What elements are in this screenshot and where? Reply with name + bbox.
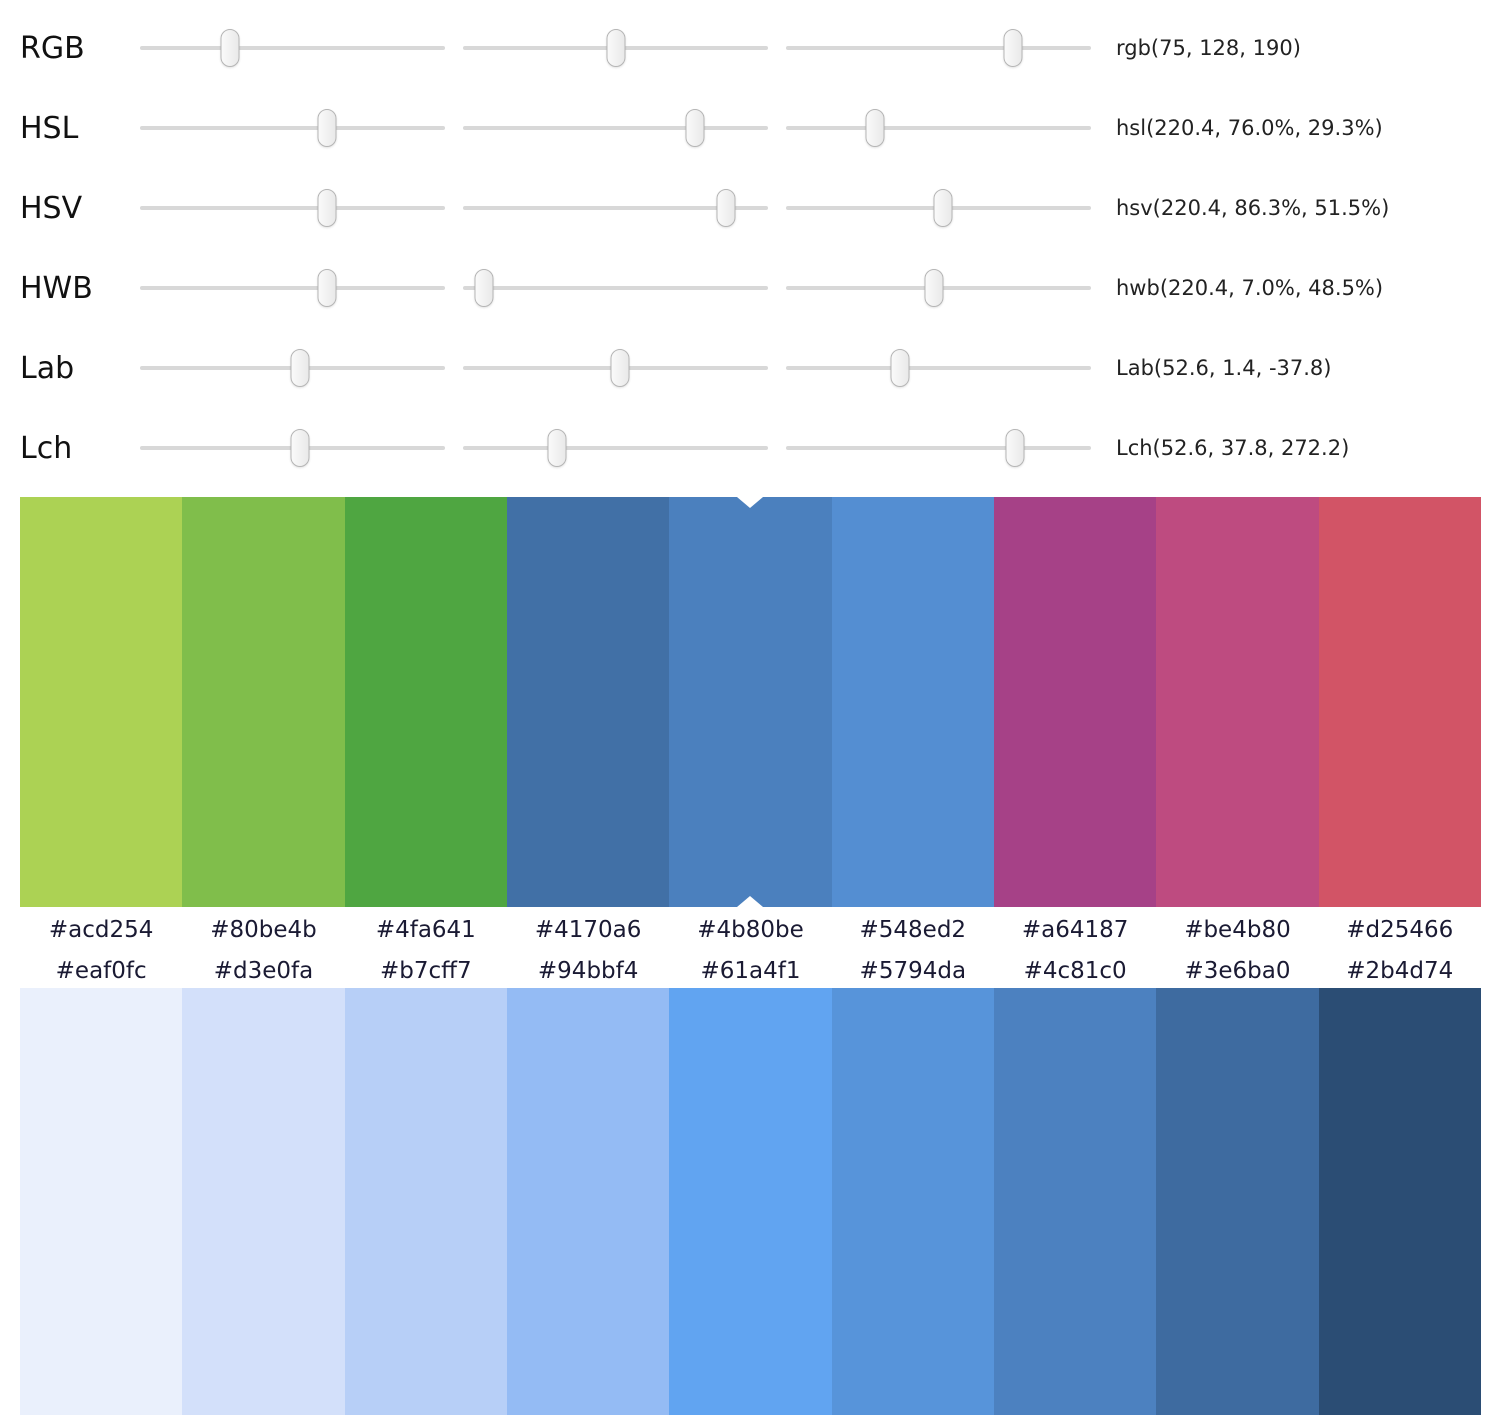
lab-handle-1[interactable] — [290, 349, 310, 387]
hex-label: #4c81c0 — [1023, 957, 1127, 984]
hsv-handle-1[interactable] — [317, 189, 337, 227]
rgb-track-3[interactable] — [786, 29, 1091, 67]
hex-label: #be4b80 — [1184, 917, 1291, 943]
colorspace-label-hsv: HSV — [20, 190, 83, 226]
palette-swatch[interactable] — [1156, 497, 1319, 907]
shade-swatch[interactable] — [993, 988, 1157, 1415]
lab-value-text: Lab(52.6, 1.4, -37.8) — [1116, 356, 1332, 380]
rgb-handle-1[interactable] — [220, 29, 240, 67]
hsl-track-2[interactable] — [463, 109, 768, 147]
hex-label: #acd254 — [48, 917, 154, 943]
palette-swatch[interactable] — [344, 497, 507, 907]
colorspace-label-rgb: RGB — [20, 30, 85, 66]
hsv-handle-3[interactable] — [933, 189, 953, 227]
shade-swatch[interactable] — [669, 988, 832, 1415]
hwb-track-3[interactable] — [786, 269, 1091, 307]
hex-label: #b7cff7 — [380, 957, 472, 984]
slider-row-lch: Lch Lch(52.6, 37.8, 272.2) — [20, 408, 1501, 488]
colorspace-label-lch: Lch — [20, 430, 73, 466]
lch-track-2[interactable] — [463, 429, 768, 467]
hwb-value-text: hwb(220.4, 7.0%, 48.5%) — [1116, 276, 1384, 300]
shade-swatch[interactable] — [831, 988, 994, 1415]
hex-label: #a64187 — [1021, 917, 1129, 943]
hex-label: #548ed2 — [859, 917, 967, 943]
hsl-handle-2[interactable] — [685, 109, 705, 147]
palette-main — [20, 497, 1481, 907]
hwb-handle-3[interactable] — [924, 269, 944, 307]
lch-value-text: Lch(52.6, 37.8, 272.2) — [1116, 436, 1350, 460]
lab-track-1[interactable] — [140, 349, 445, 387]
hex-label: #4170a6 — [534, 917, 642, 943]
hsl-value-text: hsl(220.4, 76.0%, 29.3%) — [1116, 116, 1383, 140]
hsv-track-1[interactable] — [140, 189, 445, 227]
selected-notch-bottom — [737, 896, 764, 907]
hwb-handle-1[interactable] — [317, 269, 337, 307]
hsl-track-3[interactable] — [786, 109, 1091, 147]
rgb-handle-3[interactable] — [1003, 29, 1023, 67]
rgb-track-2[interactable] — [463, 29, 768, 67]
palette-main-labels: #acd254 #80be4b #4fa641 #4170a6 #4b80be … — [20, 907, 1481, 953]
hex-label: #4b80be — [697, 917, 804, 943]
rgb-value-text: rgb(75, 128, 190) — [1116, 36, 1301, 60]
hwb-track-2[interactable] — [463, 269, 768, 307]
colorspace-label-lab: Lab — [20, 350, 75, 386]
shade-swatch[interactable] — [1318, 988, 1481, 1415]
palette-shades — [20, 988, 1481, 1415]
selected-notch-top — [737, 497, 764, 508]
hex-label: #5794da — [859, 957, 967, 984]
lch-handle-3[interactable] — [1005, 429, 1025, 467]
hsl-handle-3[interactable] — [865, 109, 885, 147]
hex-label: #61a4f1 — [700, 957, 801, 984]
hex-label: #80be4b — [210, 917, 317, 943]
palette-shades-labels: #eaf0fc #d3e0fa #b7cff7 #94bbf4 #61a4f1 … — [20, 953, 1481, 988]
palette-swatch[interactable] — [1318, 497, 1481, 907]
lch-track-3[interactable] — [786, 429, 1091, 467]
lab-handle-3[interactable] — [890, 349, 910, 387]
lab-track-3[interactable] — [786, 349, 1091, 387]
palette-swatch[interactable] — [831, 497, 994, 907]
slider-row-hwb: HWB hwb(220.4, 7.0%, 48.5%) — [20, 248, 1501, 328]
lch-handle-1[interactable] — [290, 429, 310, 467]
lch-track-1[interactable] — [140, 429, 445, 467]
hex-label: #d3e0fa — [213, 957, 314, 984]
hsv-value-text: hsv(220.4, 86.3%, 51.5%) — [1116, 196, 1390, 220]
slider-row-lab: Lab Lab(52.6, 1.4, -37.8) — [20, 328, 1501, 408]
hsl-handle-1[interactable] — [317, 109, 337, 147]
hex-label: #4fa641 — [375, 917, 476, 943]
hex-label: #eaf0fc — [55, 957, 147, 984]
palette-swatch[interactable] — [182, 497, 345, 907]
shade-swatch[interactable] — [1156, 988, 1319, 1415]
colorspace-label-hsl: HSL — [20, 110, 79, 146]
hsv-track-2[interactable] — [463, 189, 768, 227]
slider-row-hsl: HSL hsl(220.4, 76.0%, 29.3%) — [20, 88, 1501, 168]
hsl-track-1[interactable] — [140, 109, 445, 147]
shade-swatch[interactable] — [182, 988, 345, 1415]
shade-swatch[interactable] — [344, 988, 507, 1415]
shade-swatch[interactable] — [506, 988, 670, 1415]
lab-handle-2[interactable] — [610, 349, 630, 387]
hex-label: #94bbf4 — [537, 957, 639, 984]
colorspace-label-hwb: HWB — [20, 270, 93, 306]
hsv-handle-2[interactable] — [716, 189, 736, 227]
slider-panel: RGB rgb(75, 128, 190) HSL hsl(220.4, 76.… — [0, 0, 1501, 488]
rgb-handle-2[interactable] — [606, 29, 626, 67]
slider-row-hsv: HSV hsv(220.4, 86.3%, 51.5%) — [20, 168, 1501, 248]
hwb-handle-2[interactable] — [474, 269, 494, 307]
hwb-track-1[interactable] — [140, 269, 445, 307]
palette-swatch[interactable] — [20, 497, 183, 907]
palette-swatch-selected[interactable] — [669, 497, 832, 907]
hsv-track-3[interactable] — [786, 189, 1091, 227]
palette-swatch[interactable] — [506, 497, 670, 907]
shade-swatch[interactable] — [20, 988, 183, 1415]
lab-track-2[interactable] — [463, 349, 768, 387]
rgb-track-1[interactable] — [140, 29, 445, 67]
hex-label: #3e6ba0 — [1184, 957, 1291, 984]
hex-label: #2b4d74 — [1346, 957, 1454, 984]
hex-label: #d25466 — [1346, 917, 1454, 943]
lch-handle-2[interactable] — [547, 429, 567, 467]
slider-row-rgb: RGB rgb(75, 128, 190) — [20, 8, 1501, 88]
palette-swatch[interactable] — [993, 497, 1157, 907]
